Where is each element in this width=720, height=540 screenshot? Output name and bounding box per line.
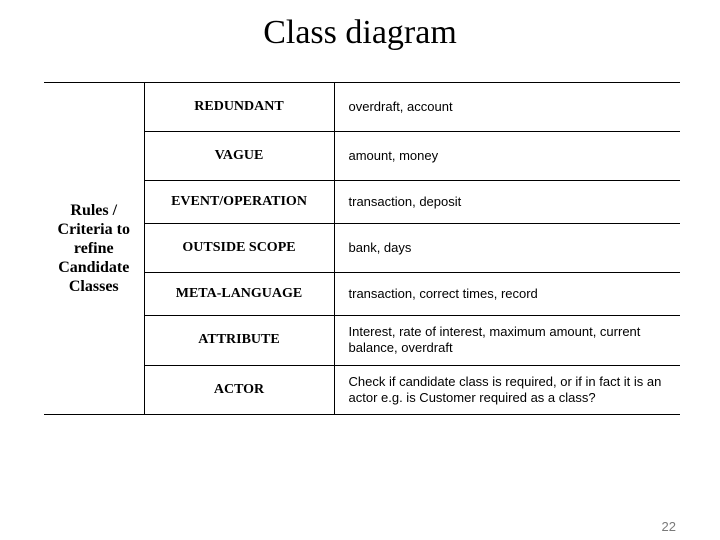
page-number: 22 xyxy=(662,519,676,534)
category-cell: VAGUE xyxy=(144,132,334,181)
criteria-table: Rules / Criteria to refine Candidate Cla… xyxy=(44,82,680,415)
examples-cell: transaction, correct times, record xyxy=(334,273,680,316)
examples-cell: Check if candidate class is required, or… xyxy=(334,365,680,415)
category-cell: META-LANGUAGE xyxy=(144,273,334,316)
category-cell: ATTRIBUTE xyxy=(144,316,334,366)
examples-cell: overdraft, account xyxy=(334,83,680,132)
slide: Class diagram Rules / Criteria to refine… xyxy=(0,0,720,540)
examples-cell: amount, money xyxy=(334,132,680,181)
examples-cell: bank, days xyxy=(334,224,680,273)
row-group-header: Rules / Criteria to refine Candidate Cla… xyxy=(44,83,144,415)
examples-cell: Interest, rate of interest, maximum amou… xyxy=(334,316,680,366)
category-cell: ACTOR xyxy=(144,365,334,415)
category-cell: REDUNDANT xyxy=(144,83,334,132)
table-row: Rules / Criteria to refine Candidate Cla… xyxy=(44,83,680,132)
page-title: Class diagram xyxy=(0,0,720,62)
category-cell: EVENT/OPERATION xyxy=(144,181,334,224)
examples-cell: transaction, deposit xyxy=(334,181,680,224)
category-cell: OUTSIDE SCOPE xyxy=(144,224,334,273)
